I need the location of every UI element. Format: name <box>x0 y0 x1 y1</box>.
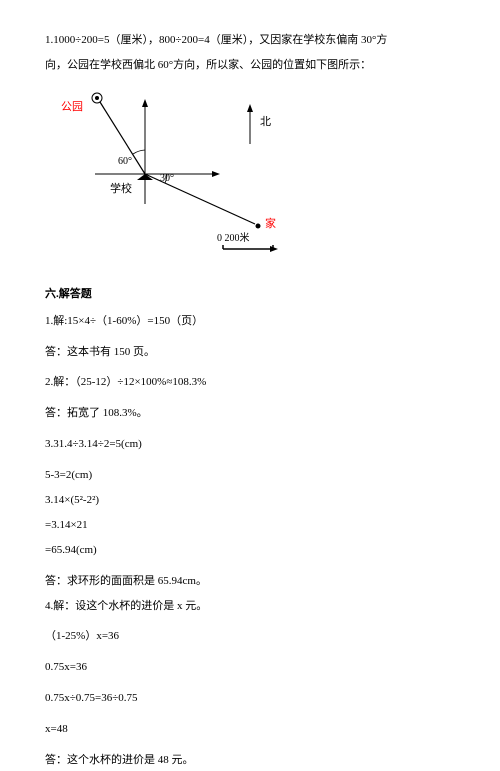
q2-line1: 2.解：（25-12）÷12×100%≈108.3% <box>45 372 455 393</box>
park-label: 公园 <box>61 97 83 118</box>
q3-line2: 5-3=2(cm) <box>45 465 455 486</box>
q4-line1: 4.解：设这个水杯的进价是 x 元。 <box>45 596 455 617</box>
north-label: 北 <box>260 112 271 133</box>
q4-line3: 0.75x=36 <box>45 657 455 678</box>
q3-line5: =65.94(cm) <box>45 540 455 561</box>
q4-line4: 0.75x÷0.75=36÷0.75 <box>45 688 455 709</box>
intro-line-1: 1.1000÷200=5（厘米），800÷200=4（厘米），又因家在学校东偏南… <box>45 30 455 51</box>
q3-line4: =3.14×21 <box>45 515 455 536</box>
diagram-svg <box>55 84 335 274</box>
q3-line6: 答：求环形的面面积是 65.94cm。 <box>45 571 455 592</box>
scale-label: 0 200米 <box>217 229 250 248</box>
q4-line6: 答：这个水杯的进价是 48 元。 <box>45 750 455 771</box>
school-label: 学校 <box>110 179 132 200</box>
home-label: 家 <box>265 214 276 235</box>
q4-line2: （1-25%）x=36 <box>45 626 455 647</box>
section-6-title: 六.解答题 <box>45 284 455 305</box>
q1-line1: 1.解:15×4÷（1-60%）=150（页） <box>45 311 455 332</box>
position-diagram: 公园 北 学校 60° 30° 家 0 200米 <box>55 84 335 274</box>
angle-30-label: 30° <box>160 169 174 188</box>
q3-line3: 3.14×(5²-2²) <box>45 490 455 511</box>
angle-60-label: 60° <box>118 152 132 171</box>
q2-line2: 答：拓宽了 108.3%。 <box>45 403 455 424</box>
intro-line-2: 向，公园在学校西偏北 60°方向，所以家、公园的位置如下图所示： <box>45 55 455 76</box>
q4-line5: x=48 <box>45 719 455 740</box>
q1-line2: 答：这本书有 150 页。 <box>45 342 455 363</box>
q3-line1: 3.31.4÷3.14÷2=5(cm) <box>45 434 455 455</box>
